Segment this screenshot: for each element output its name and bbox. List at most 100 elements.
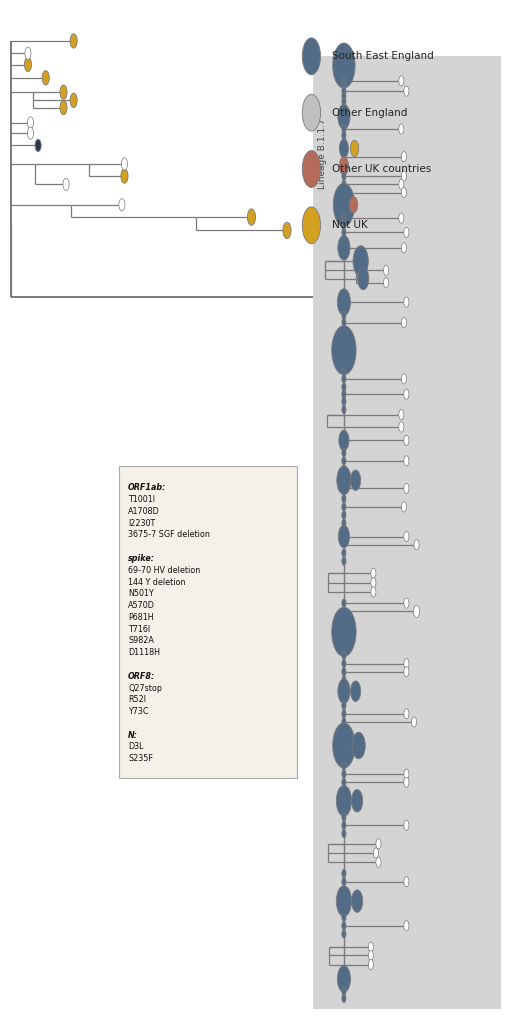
Circle shape xyxy=(339,157,348,175)
Text: Not UK: Not UK xyxy=(332,220,367,230)
Circle shape xyxy=(342,813,346,821)
Circle shape xyxy=(342,987,346,995)
Circle shape xyxy=(399,213,404,223)
Circle shape xyxy=(342,92,346,100)
Circle shape xyxy=(342,930,346,938)
Text: South East England: South East England xyxy=(332,51,433,61)
Circle shape xyxy=(25,47,31,59)
Circle shape xyxy=(342,236,346,244)
Text: S982A: S982A xyxy=(128,636,154,645)
Circle shape xyxy=(342,922,346,930)
Circle shape xyxy=(342,519,346,527)
Circle shape xyxy=(342,214,346,222)
Text: N501Y: N501Y xyxy=(128,589,154,598)
Circle shape xyxy=(342,368,346,376)
Circle shape xyxy=(342,333,346,341)
Circle shape xyxy=(342,549,346,557)
Text: 144 Y deletion: 144 Y deletion xyxy=(128,578,185,587)
Circle shape xyxy=(399,76,404,86)
Text: N:: N: xyxy=(128,731,138,739)
Text: Q27stop: Q27stop xyxy=(128,684,162,692)
Circle shape xyxy=(399,422,404,432)
Circle shape xyxy=(351,140,359,157)
Circle shape xyxy=(342,710,346,718)
Circle shape xyxy=(342,718,346,726)
Circle shape xyxy=(70,34,77,48)
Circle shape xyxy=(411,717,417,727)
Circle shape xyxy=(302,207,321,244)
Circle shape xyxy=(63,178,69,190)
Circle shape xyxy=(342,511,346,519)
Circle shape xyxy=(342,762,346,770)
Circle shape xyxy=(342,465,346,473)
Circle shape xyxy=(119,199,125,211)
Circle shape xyxy=(337,966,351,992)
Circle shape xyxy=(404,921,409,931)
Circle shape xyxy=(342,676,346,684)
Circle shape xyxy=(404,483,409,494)
Circle shape xyxy=(342,326,346,334)
Circle shape xyxy=(404,769,409,779)
Circle shape xyxy=(302,94,321,131)
Circle shape xyxy=(333,723,355,768)
Circle shape xyxy=(339,139,348,158)
Circle shape xyxy=(342,125,346,133)
Text: T716I: T716I xyxy=(128,625,150,634)
Circle shape xyxy=(358,267,369,290)
Text: D3L: D3L xyxy=(128,742,144,752)
Circle shape xyxy=(353,246,368,276)
Circle shape xyxy=(352,890,363,912)
Circle shape xyxy=(342,221,346,229)
Circle shape xyxy=(342,829,346,838)
Circle shape xyxy=(342,607,346,615)
Circle shape xyxy=(404,531,409,542)
Circle shape xyxy=(342,375,346,383)
Circle shape xyxy=(404,297,409,307)
Circle shape xyxy=(350,197,358,213)
Circle shape xyxy=(342,188,346,197)
Circle shape xyxy=(342,87,346,95)
Circle shape xyxy=(401,317,406,328)
Circle shape xyxy=(338,104,350,129)
Circle shape xyxy=(368,950,373,961)
Circle shape xyxy=(351,470,361,490)
Circle shape xyxy=(404,777,409,787)
Circle shape xyxy=(384,278,389,288)
Circle shape xyxy=(342,318,346,327)
Text: P681H: P681H xyxy=(128,612,153,622)
Circle shape xyxy=(401,502,406,512)
Circle shape xyxy=(342,172,346,180)
Circle shape xyxy=(342,131,346,139)
Circle shape xyxy=(342,397,346,406)
Circle shape xyxy=(342,615,346,624)
Circle shape xyxy=(401,171,406,181)
Circle shape xyxy=(342,503,346,511)
Circle shape xyxy=(342,495,346,503)
Circle shape xyxy=(121,158,128,170)
Circle shape xyxy=(401,187,406,198)
Circle shape xyxy=(342,77,346,85)
Circle shape xyxy=(342,102,346,111)
Circle shape xyxy=(60,85,67,99)
Circle shape xyxy=(399,410,404,420)
Text: 3675-7 SGF deletion: 3675-7 SGF deletion xyxy=(128,530,210,540)
Text: S235F: S235F xyxy=(128,754,153,763)
Text: Y73C: Y73C xyxy=(128,707,148,716)
Circle shape xyxy=(342,994,346,1002)
Circle shape xyxy=(342,878,346,886)
Circle shape xyxy=(337,466,351,495)
Circle shape xyxy=(70,93,77,108)
Circle shape xyxy=(339,430,349,451)
Circle shape xyxy=(342,557,346,565)
Circle shape xyxy=(342,659,346,668)
Text: D1118H: D1118H xyxy=(128,648,160,657)
Circle shape xyxy=(27,127,34,139)
Circle shape xyxy=(342,701,346,710)
Circle shape xyxy=(371,578,376,588)
Circle shape xyxy=(404,389,409,399)
Circle shape xyxy=(342,770,346,778)
Text: 69-70 HV deletion: 69-70 HV deletion xyxy=(128,565,200,574)
Circle shape xyxy=(283,222,291,239)
Circle shape xyxy=(342,821,346,829)
Text: T1001I: T1001I xyxy=(128,495,155,504)
